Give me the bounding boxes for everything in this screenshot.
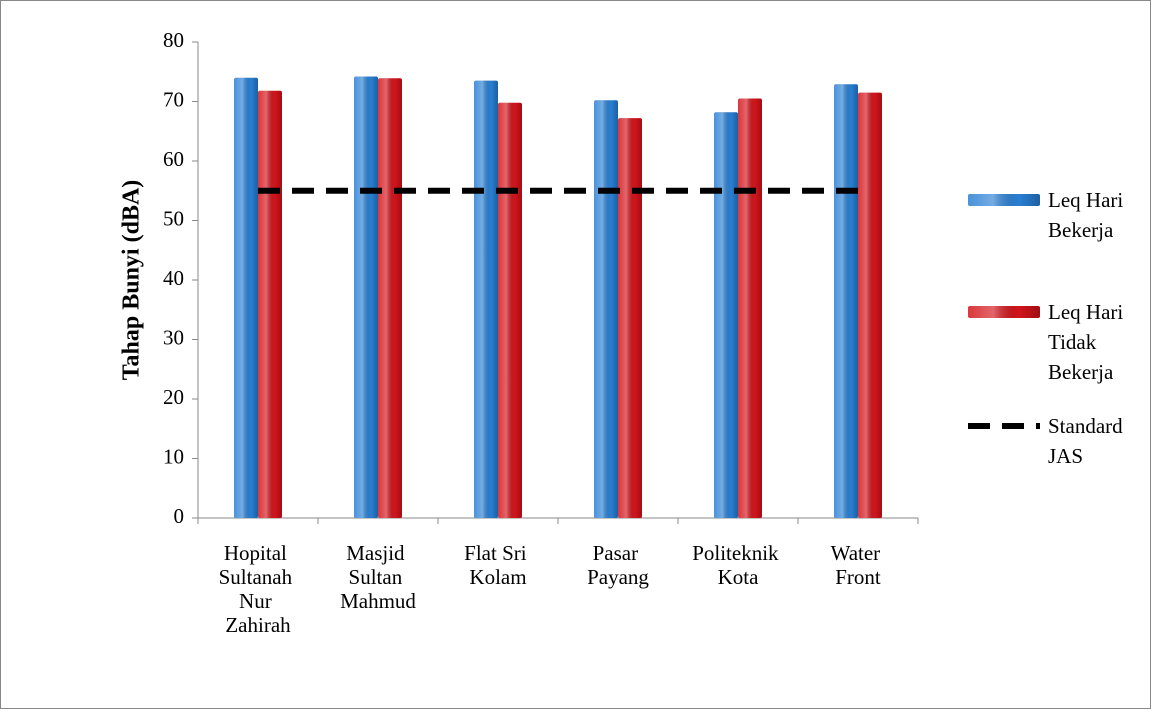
- x-tick-label: Hopital Sultanah Nur Zahirah: [219, 541, 298, 637]
- y-tick-label: 30: [163, 325, 184, 349]
- y-tick-label: 10: [163, 444, 184, 468]
- y-tick-label: 60: [163, 147, 184, 171]
- x-tick-label: Pasar Payang: [587, 541, 649, 589]
- bar-shine: [354, 76, 378, 518]
- bar-shine: [258, 90, 282, 518]
- legend-label: Leq Hari Bekerja: [1048, 188, 1128, 242]
- bar-shine: [738, 98, 762, 519]
- x-tick-label: Flat Sri Kolam: [464, 541, 532, 589]
- x-tick-label: Masjid Sultan Mahmud: [340, 541, 416, 613]
- legend-label: Standard JAS: [1048, 414, 1128, 468]
- bar-shine: [858, 92, 882, 518]
- legend-swatch-shine: [968, 194, 1040, 206]
- bar-shine: [834, 84, 858, 519]
- bar-shine: [474, 80, 498, 519]
- legend-swatch-shine: [968, 306, 1040, 318]
- y-tick-label: 80: [163, 28, 184, 52]
- bar-shine: [498, 102, 522, 518]
- bar-shine: [234, 77, 258, 518]
- x-tick-label: Water Front: [831, 541, 886, 589]
- y-tick-label: 70: [163, 87, 184, 111]
- bar-shine: [618, 118, 642, 518]
- y-tick-label: 0: [174, 504, 185, 528]
- bar-shine: [714, 112, 738, 519]
- y-tick-label: 20: [163, 385, 184, 409]
- x-tick-label: Politeknik Kota: [692, 541, 784, 589]
- legend-label: Leq Hari Tidak Bekerja: [1048, 300, 1128, 384]
- bar-shine: [378, 78, 402, 519]
- y-tick-label: 40: [163, 266, 184, 290]
- y-tick-label: 50: [163, 206, 184, 230]
- y-axis-label: Tahap Bunyi (dBA): [119, 180, 145, 381]
- bar-shine: [594, 100, 618, 518]
